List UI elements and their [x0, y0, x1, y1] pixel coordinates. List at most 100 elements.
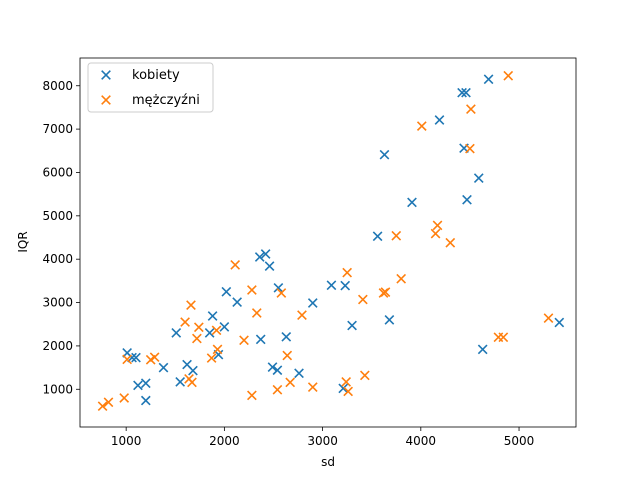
data-point: [186, 300, 196, 311]
data-point: [483, 74, 494, 85]
x-tick-label: 4000: [406, 434, 437, 448]
x-tick-label: 2000: [209, 434, 240, 448]
data-point: [158, 362, 169, 373]
data-point: [175, 377, 186, 387]
data-point: [465, 143, 475, 154]
y-tick-label: 2000: [42, 339, 73, 353]
legend-x-icon: [101, 70, 111, 80]
y-tick-label: 3000: [42, 296, 73, 310]
y-tick-label: 4000: [42, 252, 73, 266]
data-point: [341, 377, 352, 387]
y-tick-label: 7000: [42, 122, 73, 136]
data-point: [457, 87, 467, 98]
data-point: [297, 310, 307, 320]
data-point: [498, 332, 509, 343]
x-axis-ticks: 1000 2000 3000 4000 5000: [111, 427, 534, 448]
data-point: [466, 104, 476, 115]
data-point: [342, 267, 353, 278]
data-point: [206, 353, 217, 363]
data-point: [273, 282, 284, 293]
data-point: [543, 313, 554, 324]
data-point: [103, 397, 114, 408]
data-point: [473, 173, 484, 183]
data-point: [221, 286, 232, 297]
data-point: [282, 350, 293, 361]
y-axis-ticks: 1000 2000 3000 4000 5000 6000 7000 8000: [42, 79, 80, 396]
data-point: [119, 393, 130, 403]
data-point: [416, 121, 427, 131]
legend-marker-mezczyzni: [101, 95, 111, 105]
data-point: [338, 383, 349, 394]
data-point: [445, 237, 456, 248]
data-point: [294, 368, 304, 379]
data-point: [247, 390, 257, 401]
series-mezczyzni: [97, 70, 554, 412]
data-point: [359, 370, 370, 381]
data-point: [340, 280, 351, 291]
data-point: [272, 384, 283, 395]
data-point: [97, 401, 108, 412]
data-point: [267, 362, 278, 373]
data-point: [247, 285, 257, 295]
data-point: [149, 352, 160, 363]
data-point: [212, 344, 223, 355]
data-point: [204, 328, 215, 338]
x-tick-label: 5000: [504, 434, 535, 448]
data-point: [230, 259, 241, 270]
legend-frame: [87, 62, 214, 113]
data-point: [140, 395, 151, 406]
data-point: [358, 294, 368, 305]
data-point: [503, 70, 514, 81]
data-point: [347, 320, 357, 331]
y-tick-label: 1000: [42, 382, 73, 396]
legend-label-mezczyzni: mężczyźni: [132, 93, 200, 108]
data-point: [396, 273, 407, 284]
x-tick-label: 1000: [111, 434, 142, 448]
data-point: [219, 321, 230, 332]
y-tick-label: 5000: [42, 209, 73, 223]
data-point: [554, 317, 565, 328]
data-point: [407, 197, 417, 208]
data-point: [260, 249, 271, 259]
data-point: [430, 228, 441, 239]
axes-frame: [79, 57, 577, 428]
data-point: [272, 365, 283, 376]
y-tick-label: 8000: [42, 79, 73, 93]
data-point: [122, 354, 133, 365]
data-point: [372, 231, 383, 242]
data-point: [307, 298, 318, 308]
data-point: [461, 87, 471, 98]
data-point: [281, 331, 292, 342]
data-point: [462, 194, 472, 205]
data-point: [211, 325, 222, 336]
data-point: [232, 297, 243, 307]
data-point: [251, 308, 262, 318]
data-point: [171, 328, 182, 338]
data-point: [255, 334, 266, 345]
data-point: [477, 344, 488, 355]
data-point: [192, 333, 202, 344]
data-point: [180, 317, 190, 327]
legend-x-icon: [101, 95, 111, 105]
data-point: [391, 230, 402, 241]
data-point: [276, 288, 287, 298]
x-axis-label: sd: [321, 455, 335, 469]
x-tick-label: 3000: [307, 434, 338, 448]
data-point: [140, 378, 151, 389]
series-kobiety: [122, 74, 565, 406]
y-axis-label: IQR: [16, 231, 30, 252]
data-point: [193, 322, 204, 333]
data-point: [239, 335, 249, 346]
plot-area: [97, 70, 565, 412]
data-point: [207, 311, 218, 321]
data-point: [432, 220, 443, 231]
data-point: [285, 377, 296, 388]
data-point: [326, 280, 337, 291]
data-point: [384, 315, 395, 325]
data-point: [133, 380, 143, 391]
data-point: [380, 287, 391, 298]
data-point: [379, 149, 390, 160]
data-point: [434, 115, 445, 125]
data-point: [187, 377, 197, 388]
